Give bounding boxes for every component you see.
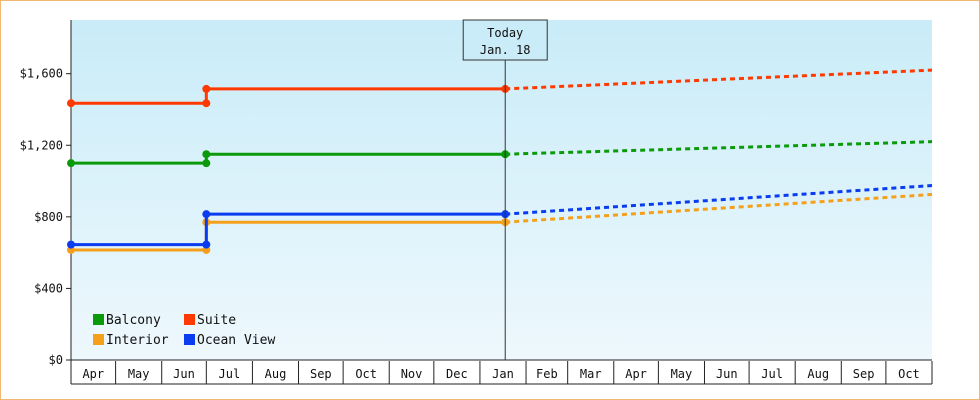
series-ocean-view-point [67,240,75,249]
x-tick-label: Aug [807,367,829,381]
legend-swatch-interior [93,334,104,345]
legend-swatch-balcony [93,314,104,325]
series-ocean-view-point [202,240,211,249]
y-tick-label: $1,600 [20,67,63,81]
series-balcony-projected-line [505,140,933,156]
series-balcony-actual-line [71,152,506,165]
series-suite-actual-line [71,87,506,105]
y-tick-label: $1,200 [20,138,63,152]
legend-label-balcony: Balcony [106,313,161,328]
x-tick-label: May [671,367,693,381]
x-tick-label: Jan [492,367,514,381]
series-suite-projected-line [505,68,933,91]
x-tick-label: May [128,367,150,381]
today-date-label: Jan. 18 [480,43,531,57]
x-tick-label: Sep [310,367,332,381]
series-balcony-point [202,159,211,168]
legend-label-interior: Interior [106,333,169,348]
x-tick-label: Mar [580,367,602,381]
plot-area [71,20,932,360]
x-tick-label: Jul [761,367,783,381]
x-tick-label: Aug [265,367,287,381]
x-tick-label: Sep [853,367,875,381]
x-tick-label: Dec [446,367,468,381]
x-tick-label: Oct [355,367,377,381]
legend-label-suite: Suite [197,313,236,328]
series-suite-point [202,99,211,108]
x-tick-label: Jul [219,367,241,381]
x-tick-label: Apr [82,367,104,381]
series-suite-point [67,99,75,108]
y-tick-label: $400 [34,281,63,295]
today-callout-box [462,19,548,61]
series-ocean-view-actual-line [71,212,506,247]
series-suite-point [202,84,211,93]
x-tick-label: Feb [536,367,558,381]
y-tick-label: $0 [49,353,63,367]
series-balcony-point [67,159,75,168]
legend-swatch-suite [184,314,195,325]
x-tick-label: Jun [716,367,738,381]
legend-label-ocean-view: Ocean View [197,333,275,348]
x-tick-label: Apr [625,367,647,381]
x-tick-label: Oct [898,367,920,381]
series-ocean-view-point [202,210,211,219]
series-balcony-point [202,150,211,159]
x-tick-label: Nov [401,367,423,381]
legend-swatch-ocean-view [184,334,195,345]
y-tick-label: $800 [34,210,63,224]
x-tick-label: Jun [173,367,195,381]
today-label: Today [487,26,523,40]
